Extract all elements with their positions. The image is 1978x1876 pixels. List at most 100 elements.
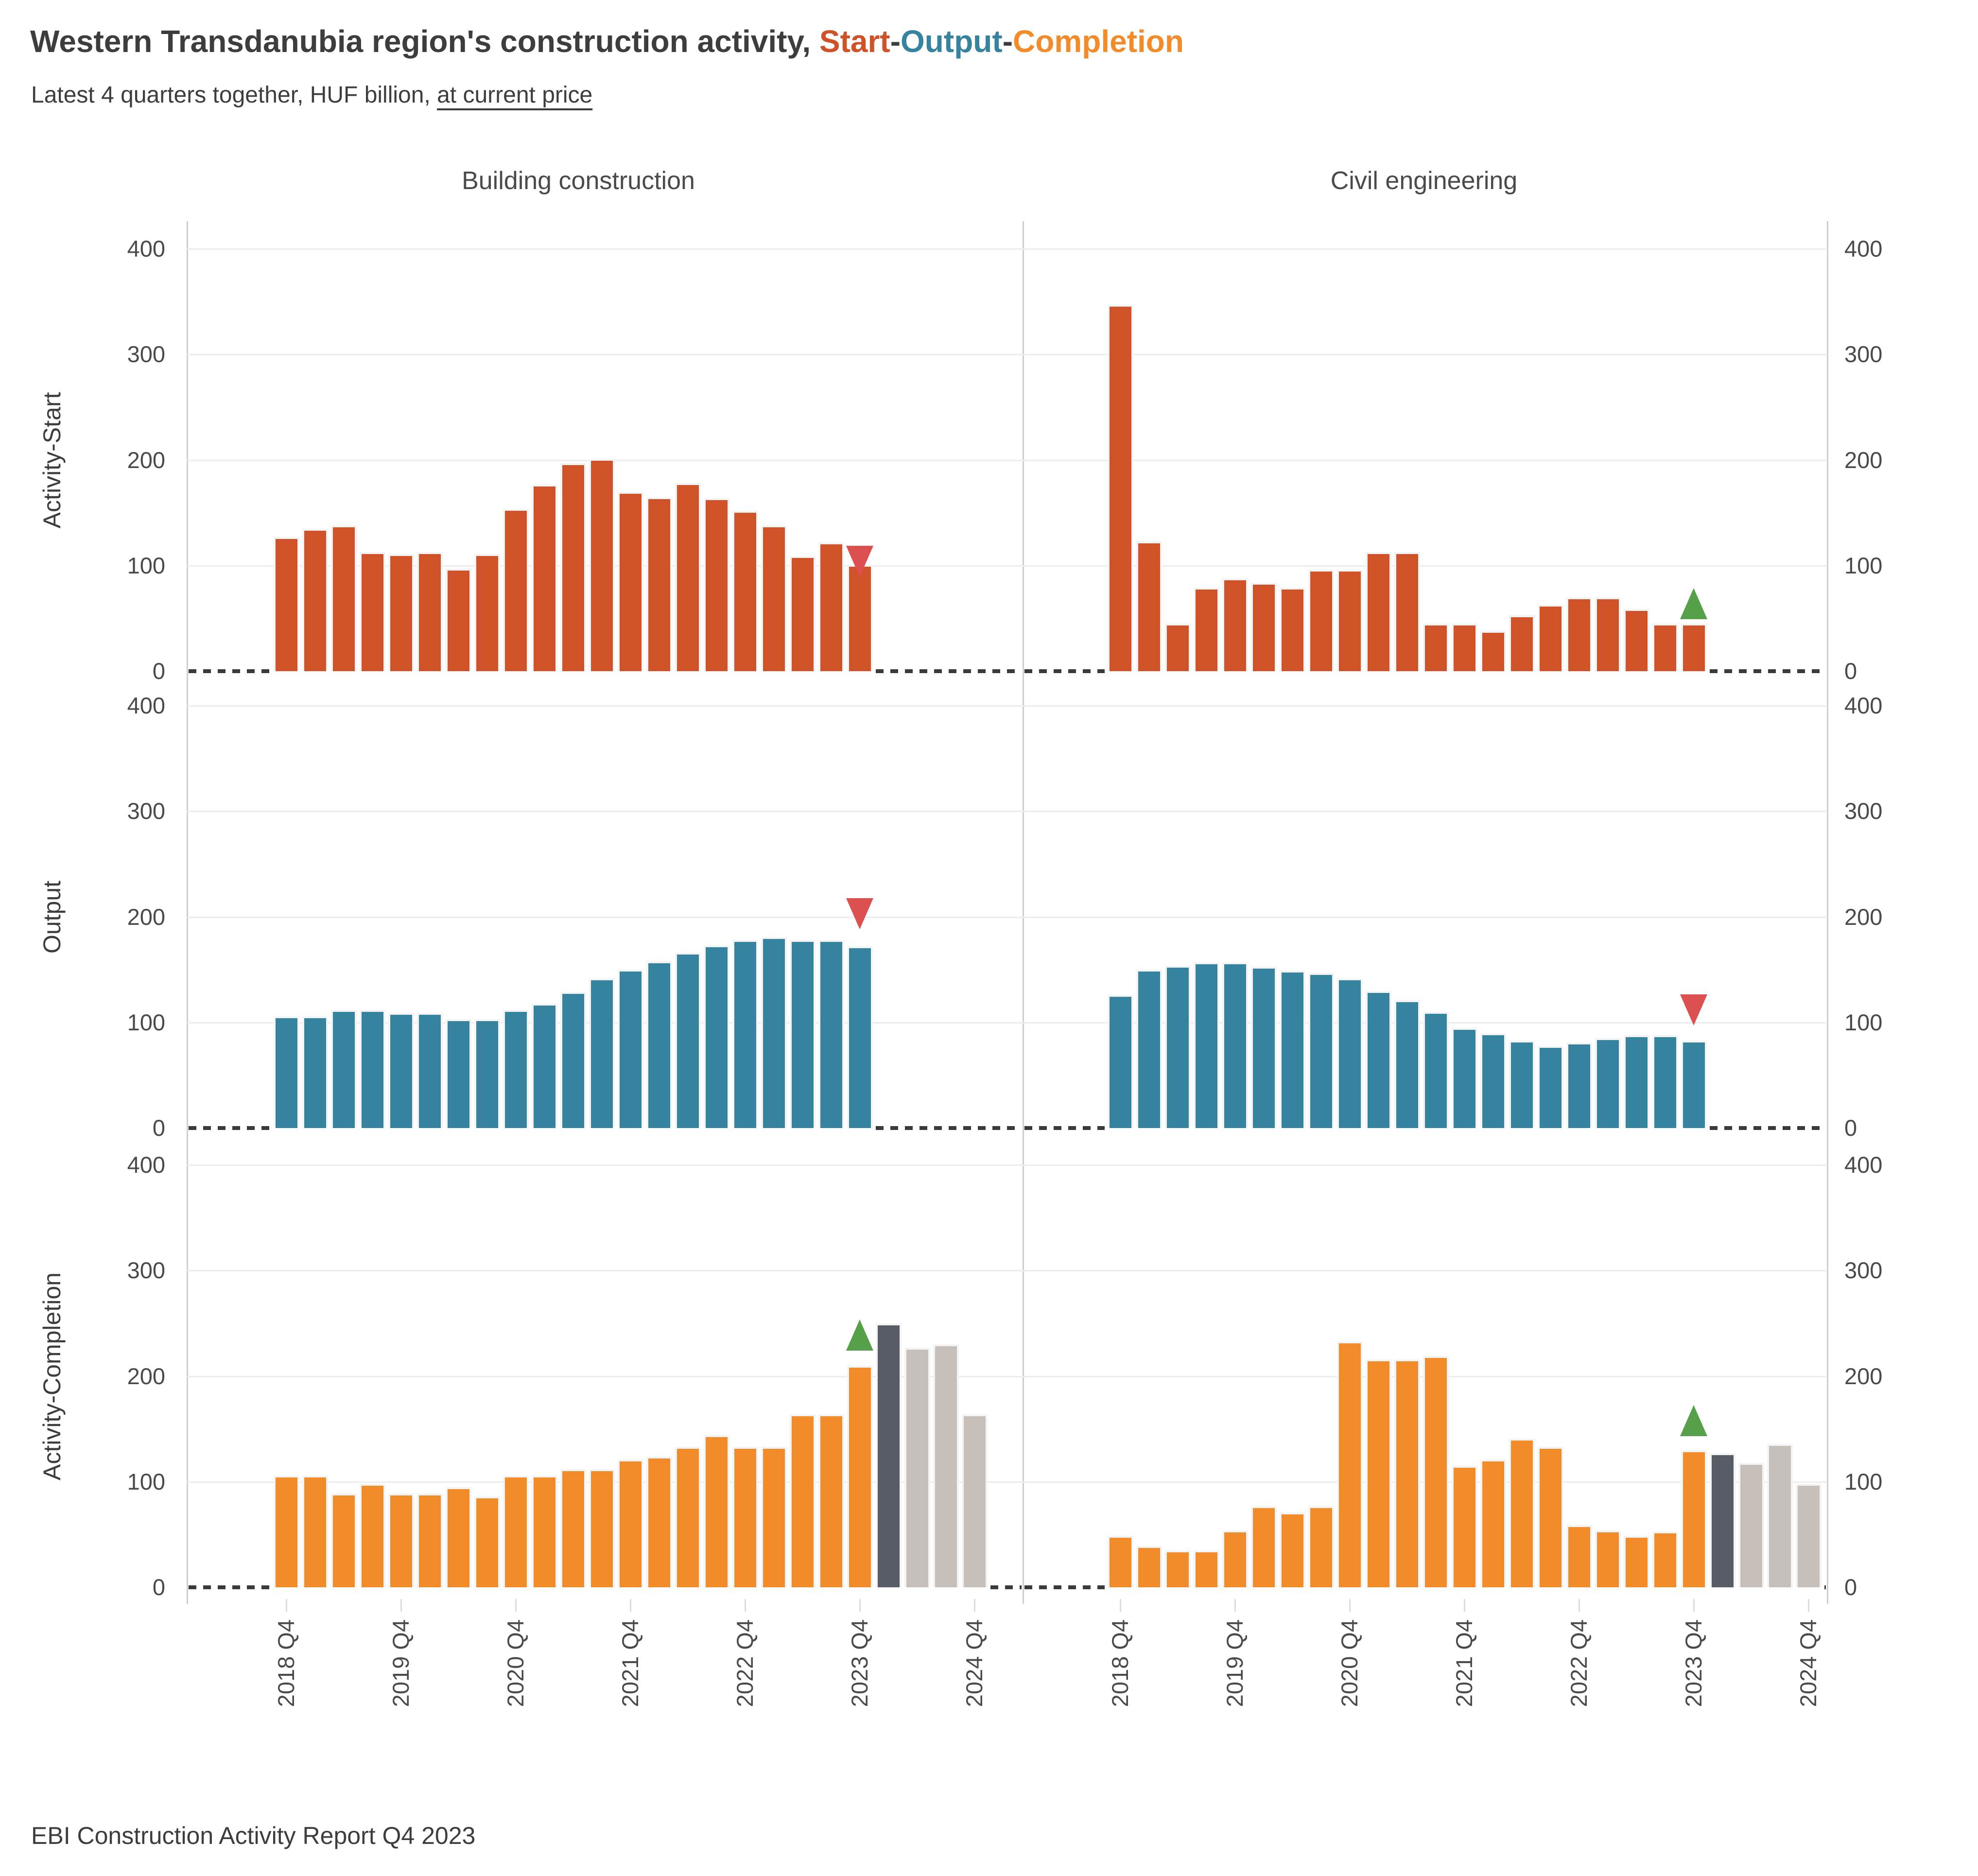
bar <box>732 940 758 1128</box>
bar <box>1709 1453 1735 1587</box>
bar <box>1336 978 1363 1128</box>
zero-line-dashed <box>1024 1126 1105 1130</box>
bar <box>388 1013 414 1128</box>
bar <box>1222 1530 1248 1587</box>
bar <box>1681 1040 1707 1128</box>
bar <box>789 1414 815 1587</box>
x-tick-label: 2021 Q4 <box>617 1619 643 1707</box>
bar <box>1365 1359 1391 1587</box>
bar <box>416 1493 443 1587</box>
zero-line-dashed <box>189 1585 271 1589</box>
y-axis-label-left: 0 <box>152 1115 165 1141</box>
bar <box>589 1469 615 1587</box>
bar <box>1394 552 1420 671</box>
bar <box>1193 962 1219 1128</box>
zero-line-dashed <box>875 1126 1022 1130</box>
x-tick-label: 2024 Q4 <box>1795 1619 1821 1707</box>
bar <box>1164 965 1191 1128</box>
bar <box>503 1475 529 1587</box>
bar <box>1451 1466 1477 1587</box>
y-axis-label-right: 200 <box>1844 1363 1883 1389</box>
bar <box>1480 1033 1506 1128</box>
bar <box>1566 1042 1592 1128</box>
bar <box>675 1447 701 1587</box>
bar <box>1795 1484 1822 1587</box>
zero-line-dashed <box>1024 1585 1105 1589</box>
bar <box>904 1347 930 1587</box>
bar <box>646 497 672 671</box>
bar <box>1136 970 1162 1128</box>
bar <box>1250 582 1277 671</box>
bar <box>1193 1550 1219 1587</box>
bar <box>474 1496 500 1587</box>
decrease-marker-icon <box>846 546 873 577</box>
y-axis-label-right: 0 <box>1844 1574 1857 1600</box>
bar <box>359 1484 385 1587</box>
y-axis-label-left: 400 <box>127 693 165 719</box>
bar <box>703 1435 729 1587</box>
row-label-activity-start: Activity-Start <box>38 392 66 528</box>
bar <box>1250 966 1277 1128</box>
x-tick-mark <box>1234 1599 1236 1612</box>
bar <box>302 1475 328 1587</box>
x-tick-label: 2021 Q4 <box>1451 1619 1477 1707</box>
bar <box>1451 1027 1477 1128</box>
bar <box>1537 1447 1563 1587</box>
y-axis-label-right: 100 <box>1844 1468 1883 1494</box>
gridline-y400 <box>187 1164 1827 1166</box>
page-subtitle: Latest 4 quarters together, HUF billion,… <box>31 82 592 108</box>
bar <box>1681 624 1707 671</box>
bar <box>675 483 701 671</box>
bar <box>388 1493 414 1587</box>
bar <box>1623 1535 1649 1587</box>
x-tick-mark <box>286 1599 287 1612</box>
row-label-output: Output <box>38 880 66 954</box>
increase-marker-icon <box>846 1319 873 1351</box>
gridline-y200 <box>187 916 1827 918</box>
bar <box>1537 1045 1563 1128</box>
bar <box>560 463 586 671</box>
x-tick-mark <box>630 1599 631 1612</box>
bar <box>560 991 586 1128</box>
bar <box>359 552 385 671</box>
x-tick-label: 2022 Q4 <box>732 1619 758 1707</box>
gridline-y200 <box>187 459 1827 461</box>
y-axis-label-left: 200 <box>127 447 165 473</box>
bar <box>1623 1035 1649 1128</box>
axis-line-right <box>1827 221 1828 1604</box>
bar <box>1652 1531 1678 1587</box>
y-axis-label-right: 100 <box>1844 1009 1883 1035</box>
bar <box>273 537 299 671</box>
bar <box>617 970 643 1128</box>
bar <box>1222 578 1248 671</box>
bar <box>1222 962 1248 1128</box>
title-start-word: Start <box>819 24 890 59</box>
title-sep2: - <box>1002 24 1013 59</box>
y-axis-label-right: 400 <box>1844 1152 1883 1178</box>
bar <box>416 1013 443 1128</box>
bar <box>1681 1450 1707 1587</box>
x-tick-mark <box>400 1599 402 1612</box>
footer-source: EBI Construction Activity Report Q4 2023 <box>31 1822 476 1849</box>
bar <box>531 1003 557 1128</box>
bar <box>1107 305 1133 671</box>
gridline-y100 <box>187 1022 1827 1024</box>
y-axis-label-left: 300 <box>127 798 165 824</box>
zero-line-dashed <box>875 669 1022 673</box>
title-prefix: Western Transdanubia region's constructi… <box>30 24 819 59</box>
y-axis-label-left: 0 <box>152 658 165 684</box>
bar <box>445 1487 471 1587</box>
zero-line-dashed <box>1709 1126 1826 1130</box>
bar <box>1279 971 1305 1128</box>
gridline-y300 <box>187 811 1827 813</box>
y-axis-label-right: 300 <box>1844 1257 1883 1284</box>
bar <box>1509 1040 1535 1128</box>
bar <box>703 498 729 671</box>
title-completion-word: Completion <box>1013 24 1184 59</box>
x-tick-label: 2019 Q4 <box>388 1619 414 1707</box>
bar <box>761 1447 787 1587</box>
subtitle-underlined: at current price <box>437 82 593 108</box>
gridline-y300 <box>187 1270 1827 1272</box>
y-axis-label-right: 300 <box>1844 798 1883 824</box>
bar <box>273 1475 299 1587</box>
